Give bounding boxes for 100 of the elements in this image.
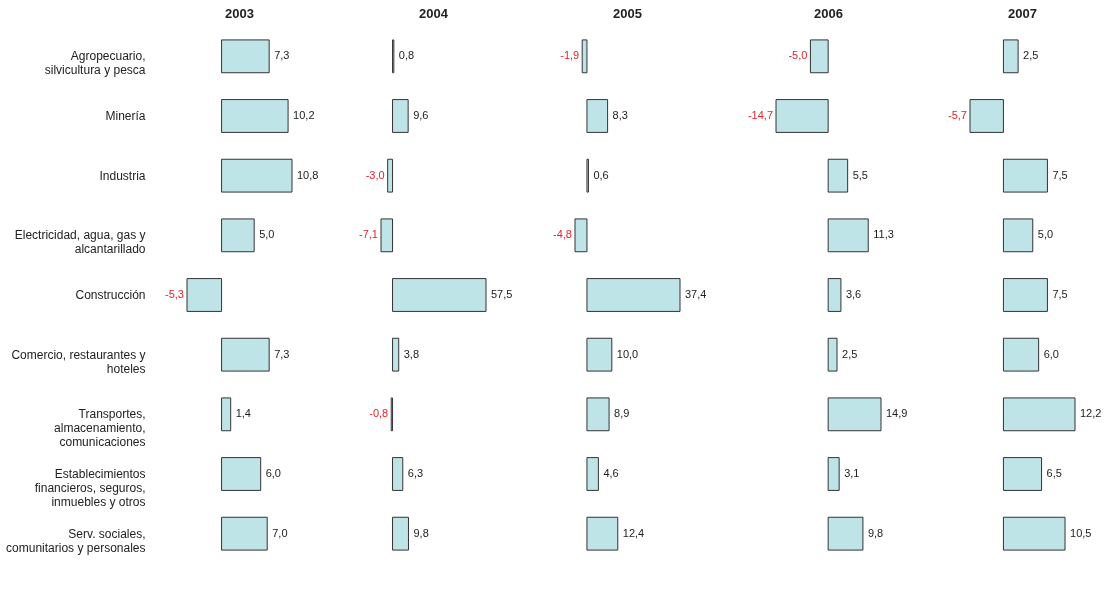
- data-label: 6,5: [1046, 467, 1062, 480]
- bar: [827, 278, 842, 312]
- bar: [809, 39, 829, 74]
- data-label: 0,6: [593, 168, 609, 181]
- bar: [221, 337, 270, 372]
- bar: [586, 516, 619, 551]
- data-label: 8,9: [614, 407, 630, 420]
- bar: [387, 158, 394, 193]
- y-tick-label: Agropecuario, silvicultura y pesca: [44, 49, 146, 78]
- chart-title: 2006: [814, 6, 843, 21]
- y-tick-label: Industria: [99, 168, 146, 183]
- data-label: 5,0: [1037, 228, 1054, 241]
- bar: [186, 278, 223, 312]
- bar: [827, 158, 849, 193]
- bar: [1002, 337, 1040, 372]
- bar: [392, 516, 409, 551]
- y-tick-label: Construcción: [75, 288, 146, 302]
- data-label: 7,5: [1052, 288, 1068, 300]
- data-label: 57,5: [491, 288, 513, 300]
- bar: [1002, 278, 1048, 312]
- data-label: 5,0: [259, 228, 275, 241]
- data-label: 6,0: [1043, 347, 1059, 360]
- y-tick-label: Transportes, almacenamiento, comunicaciones: [54, 407, 146, 450]
- data-label: 37,4: [685, 288, 707, 300]
- data-label: -5,0: [788, 49, 808, 62]
- data-label: 2,5: [1023, 49, 1039, 62]
- bar: [827, 457, 840, 491]
- bar: [586, 99, 609, 133]
- y-tick-label: Comercio, restaurantes y hoteles: [11, 347, 146, 376]
- chart-title: 2005: [613, 6, 642, 21]
- bar: [775, 99, 829, 133]
- y-tick-label: Serv. sociales, comunitarios y personales: [6, 526, 146, 555]
- bar: [1002, 397, 1076, 432]
- bar: [221, 457, 262, 491]
- bar: [1002, 39, 1019, 74]
- bar: [221, 158, 293, 193]
- y-tick-label: Establecimientos financieros, seguros, inmuebles y otros: [34, 467, 146, 510]
- data-label: 3,6: [845, 288, 862, 300]
- data-label: 7,3: [274, 347, 290, 360]
- data-label: 5,5: [852, 168, 868, 181]
- y-tick-label: Electricidad, agua, gas y alcantarillado: [14, 228, 146, 257]
- data-label: 9,6: [413, 108, 429, 121]
- data-label: 3,1: [844, 467, 860, 480]
- data-label: 14,9: [886, 407, 908, 420]
- data-label: -14,7: [747, 108, 773, 121]
- bar: [586, 278, 681, 312]
- data-label: 10,5: [1070, 526, 1092, 539]
- data-label: 9,8: [867, 526, 884, 539]
- data-label: 6,0: [265, 467, 281, 480]
- data-label: 1,4: [235, 407, 251, 420]
- data-label: 10,8: [297, 168, 319, 181]
- data-label: -4,8: [553, 228, 572, 241]
- data-label: 3,8: [403, 347, 420, 360]
- bar: [221, 39, 270, 74]
- data-label: -3,0: [365, 168, 385, 181]
- bar: [586, 457, 599, 491]
- data-label: 0,8: [398, 49, 415, 62]
- bar: [581, 39, 588, 74]
- data-label: 11,3: [873, 228, 894, 241]
- bar: [392, 278, 487, 312]
- bar: [221, 397, 232, 432]
- bar: [586, 337, 613, 372]
- data-label: -7,1: [359, 228, 378, 241]
- chart-title: 2007: [1008, 6, 1037, 21]
- data-label: 12,2: [1080, 407, 1102, 420]
- bar: [221, 99, 289, 133]
- bar: [1002, 457, 1043, 491]
- data-label: 8,3: [612, 108, 628, 121]
- bar: [392, 457, 404, 491]
- bar: [574, 218, 588, 253]
- bar: [1002, 158, 1048, 193]
- bar: [1002, 218, 1034, 253]
- data-label: -5,7: [948, 108, 967, 121]
- bar: [221, 218, 255, 253]
- data-label: -5,3: [165, 288, 184, 300]
- data-label: 2,5: [842, 347, 858, 360]
- chart-title: 2004: [419, 6, 449, 21]
- bar: [1002, 516, 1066, 551]
- bar: [392, 99, 409, 133]
- data-label: 9,8: [413, 526, 429, 539]
- bar: [827, 516, 864, 551]
- data-label: -1,9: [560, 49, 580, 62]
- bar: [827, 218, 869, 253]
- data-label: 7,5: [1052, 168, 1068, 181]
- bar: [380, 218, 394, 253]
- bar: [827, 397, 882, 432]
- data-label: 7,3: [274, 49, 290, 62]
- bar: [827, 337, 838, 372]
- y-tick-label: Minería: [105, 108, 146, 123]
- data-label: -0,8: [369, 407, 389, 420]
- bar: [586, 397, 610, 432]
- data-label: 6,3: [407, 467, 424, 480]
- bar: [392, 337, 400, 372]
- data-label: 12,4: [622, 526, 645, 539]
- data-label: 10,2: [293, 108, 315, 121]
- chart-title: 2003: [225, 6, 254, 21]
- data-label: 4,6: [603, 467, 619, 480]
- data-label: 10,0: [616, 347, 639, 360]
- bar: [969, 99, 1004, 133]
- bar: [221, 516, 268, 551]
